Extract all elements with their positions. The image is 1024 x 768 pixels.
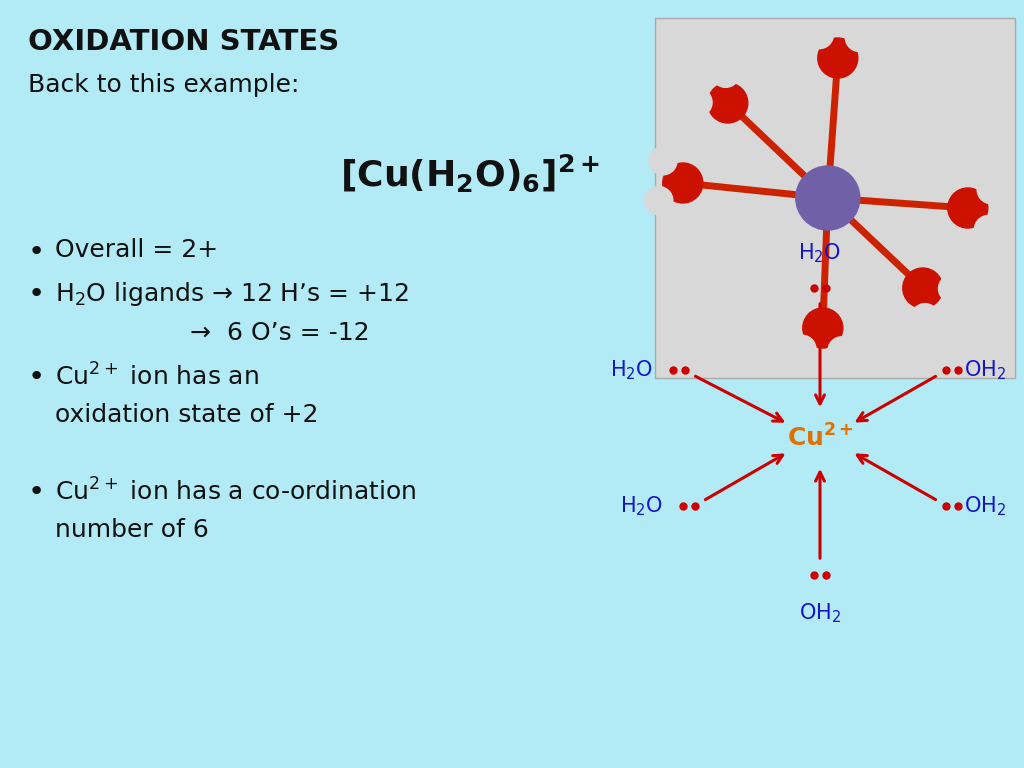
Text: $\mathrm{H_2O}$: $\mathrm{H_2O}$: [610, 358, 653, 382]
Text: •: •: [28, 363, 45, 391]
Text: $\mathbf{Cu^{2+}}$: $\mathbf{Cu^{2+}}$: [786, 425, 853, 452]
Circle shape: [796, 166, 860, 230]
Text: •: •: [28, 478, 45, 506]
Circle shape: [645, 187, 673, 214]
Text: $\mathrm{OH_2}$: $\mathrm{OH_2}$: [799, 601, 841, 624]
Text: $\mathrm{Cu^{2+}}$ ion has a co-ordination: $\mathrm{Cu^{2+}}$ ion has a co-ordinati…: [55, 478, 417, 505]
Circle shape: [803, 308, 843, 348]
Circle shape: [911, 303, 939, 332]
Text: →  6 O’s = -12: → 6 O’s = -12: [190, 321, 370, 345]
Circle shape: [903, 268, 943, 308]
Text: Back to this example:: Back to this example:: [28, 73, 299, 97]
Text: •: •: [28, 280, 45, 308]
Circle shape: [828, 336, 856, 365]
Text: oxidation state of +2: oxidation state of +2: [55, 403, 318, 427]
Text: Overall = 2+: Overall = 2+: [55, 238, 218, 262]
Text: $\mathrm{OH_2}$: $\mathrm{OH_2}$: [964, 358, 1007, 382]
Circle shape: [846, 24, 873, 51]
Circle shape: [977, 176, 1006, 204]
Text: $\mathrm{Cu^{2+}}$ ion has an: $\mathrm{Cu^{2+}}$ ion has an: [55, 363, 259, 390]
Text: OXIDATION STATES: OXIDATION STATES: [28, 28, 339, 56]
Circle shape: [684, 88, 712, 116]
Circle shape: [806, 21, 834, 48]
Circle shape: [939, 275, 967, 303]
Circle shape: [818, 38, 858, 78]
Text: •: •: [28, 238, 45, 266]
Circle shape: [948, 188, 988, 228]
Text: number of 6: number of 6: [55, 518, 209, 542]
Circle shape: [649, 147, 677, 175]
Circle shape: [974, 216, 1002, 243]
Text: $\mathrm{H_2O}$ ligands → 12 H’s = +12: $\mathrm{H_2O}$ ligands → 12 H’s = +12: [55, 280, 409, 308]
Circle shape: [663, 163, 702, 203]
Circle shape: [708, 83, 748, 123]
Circle shape: [788, 335, 816, 363]
Circle shape: [712, 59, 739, 88]
FancyBboxPatch shape: [655, 18, 1015, 378]
Text: $\mathrm{OH_2}$: $\mathrm{OH_2}$: [964, 494, 1007, 518]
Text: $\mathrm{H_2O}$: $\mathrm{H_2O}$: [799, 241, 842, 265]
Text: $\mathrm{H_2O}$: $\mathrm{H_2O}$: [620, 494, 663, 518]
Text: $\mathbf{[Cu(H_2O)_6]^{2+}}$: $\mathbf{[Cu(H_2O)_6]^{2+}}$: [340, 153, 600, 194]
